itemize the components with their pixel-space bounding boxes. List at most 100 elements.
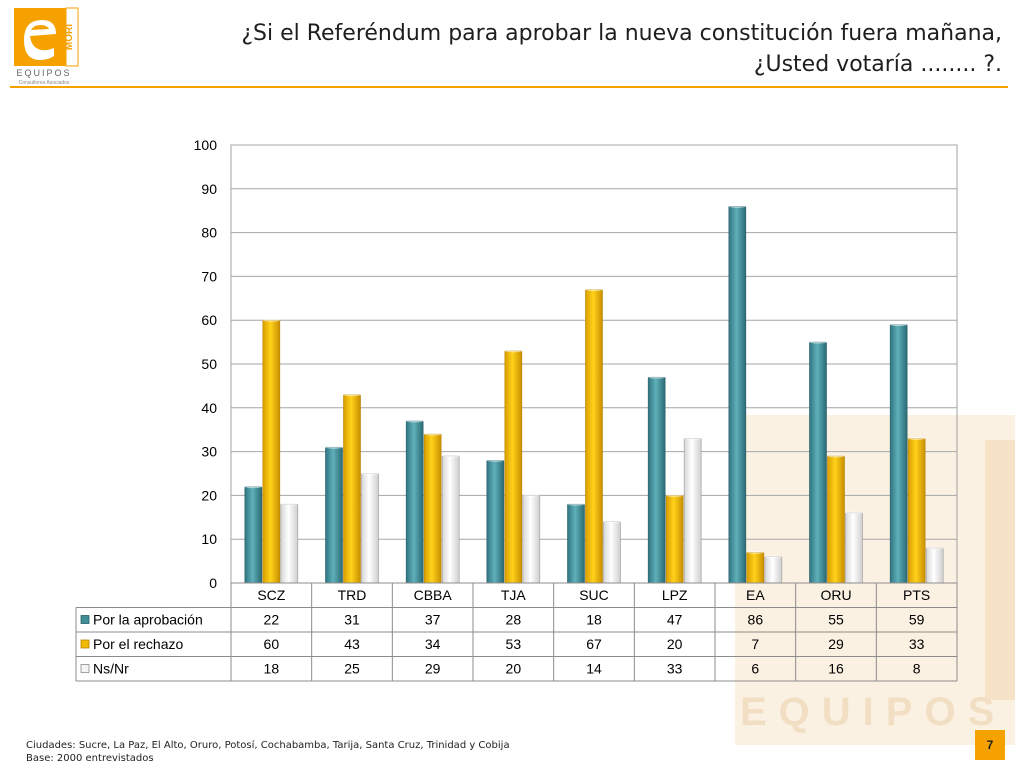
data-label-0-6: 86 xyxy=(748,612,764,628)
data-label-1-1: 43 xyxy=(344,636,360,652)
y-tick-label: 60 xyxy=(201,312,217,328)
y-tick-label: 70 xyxy=(201,268,217,284)
bar-top-CBBA-0 xyxy=(406,419,424,423)
bar-top-ORU-1 xyxy=(827,454,845,458)
page-number: 7 xyxy=(975,730,1005,760)
x-tick-label: CBBA xyxy=(414,587,453,603)
bar-top-CBBA-2 xyxy=(442,454,460,458)
bar-top-ORU-2 xyxy=(845,511,863,515)
data-label-2-2: 29 xyxy=(425,661,441,677)
data-label-1-6: 7 xyxy=(751,636,759,652)
bar-top-TJA-2 xyxy=(522,493,540,497)
data-label-2-1: 25 xyxy=(344,661,360,677)
data-label-0-7: 55 xyxy=(828,612,844,628)
bar-PTS-0 xyxy=(889,324,908,584)
bar-CBBA-2 xyxy=(441,455,460,584)
data-label-1-4: 67 xyxy=(586,636,602,652)
x-tick-label: PTS xyxy=(903,587,930,603)
bar-TJA-1 xyxy=(504,350,523,584)
bar-LPZ-0 xyxy=(647,376,666,584)
data-label-1-3: 53 xyxy=(506,636,522,652)
y-tick-label: 20 xyxy=(201,487,217,503)
data-label-2-3: 20 xyxy=(506,661,522,677)
x-tick-label: EA xyxy=(746,587,765,603)
bar-top-SUC-0 xyxy=(567,502,585,506)
bar-TJA-2 xyxy=(522,495,541,584)
bar-top-SCZ-1 xyxy=(262,318,280,322)
page-title: ¿Si el Referéndum para aprobar la nueva … xyxy=(102,18,1002,80)
data-label-1-5: 20 xyxy=(667,636,683,652)
data-label-1-7: 29 xyxy=(828,636,844,652)
bar-LPZ-1 xyxy=(665,495,684,584)
x-tick-label: ORU xyxy=(820,587,851,603)
bar-ORU-0 xyxy=(809,341,827,584)
legend-label-2: Ns/Nr xyxy=(93,661,129,677)
bar-EA-1 xyxy=(746,552,765,584)
bar-SCZ-0 xyxy=(244,486,263,584)
footnote-line-2: Base: 2000 entrevistados xyxy=(26,753,154,764)
x-tick-label: TJA xyxy=(501,587,527,603)
bar-TRD-2 xyxy=(361,473,379,584)
bar-SCZ-1 xyxy=(262,319,281,584)
legend-label-1: Por el rechazo xyxy=(93,636,183,652)
bar-top-PTS-0 xyxy=(890,323,908,327)
y-tick-label: 90 xyxy=(201,181,217,197)
y-tick-label: 10 xyxy=(201,531,217,547)
x-tick-label: TRD xyxy=(338,587,367,603)
title-line-2: ¿Usted votaría ........ ?. xyxy=(753,52,1002,77)
bar-SUC-2 xyxy=(603,521,621,584)
watermark-band xyxy=(985,440,1015,700)
data-label-0-2: 37 xyxy=(425,612,441,628)
bar-CBBA-1 xyxy=(423,433,442,584)
bar-top-SCZ-0 xyxy=(244,485,262,489)
data-label-0-4: 18 xyxy=(586,612,602,628)
bar-TRD-0 xyxy=(325,446,343,584)
y-tick-label: 100 xyxy=(194,137,218,153)
bar-top-LPZ-0 xyxy=(648,375,666,379)
bar-SCZ-2 xyxy=(280,503,299,584)
x-tick-label: SUC xyxy=(579,587,609,603)
bar-SUC-1 xyxy=(585,289,603,584)
bar-top-EA-1 xyxy=(746,550,764,554)
bar-EA-0 xyxy=(728,206,747,584)
data-label-0-3: 28 xyxy=(506,612,522,628)
bar-top-LPZ-1 xyxy=(666,493,684,497)
bar-TRD-1 xyxy=(343,394,361,584)
bar-top-TJA-0 xyxy=(486,458,504,462)
data-label-1-2: 34 xyxy=(425,636,441,652)
bar-top-PTS-2 xyxy=(926,546,944,550)
bar-top-PTS-1 xyxy=(908,436,926,440)
logo-equipos-text: EQUIPOS xyxy=(16,68,71,78)
data-label-2-7: 16 xyxy=(828,661,844,677)
bar-ORU-2 xyxy=(845,512,863,584)
bar-top-EA-0 xyxy=(728,204,746,208)
data-label-2-0: 18 xyxy=(264,661,280,677)
y-tick-label: 80 xyxy=(201,225,217,241)
y-tick-label: 40 xyxy=(201,400,217,416)
data-label-0-8: 59 xyxy=(909,612,925,628)
data-label-0-0: 22 xyxy=(264,612,280,628)
bar-top-LPZ-2 xyxy=(684,436,702,440)
x-tick-label: LPZ xyxy=(662,587,688,603)
data-label-0-5: 47 xyxy=(667,612,683,628)
bar-LPZ-2 xyxy=(683,438,702,584)
bar-SUC-0 xyxy=(567,503,585,584)
bars xyxy=(244,204,944,584)
bar-top-TJA-1 xyxy=(504,349,522,353)
title-line-1: ¿Si el Referéndum para aprobar la nueva … xyxy=(241,21,1002,46)
data-label-1-0: 60 xyxy=(264,636,280,652)
data-label-0-1: 31 xyxy=(344,612,360,628)
footnote: Ciudades: Sucre, La Paz, El Alto, Oruro,… xyxy=(26,739,510,765)
legend-swatch-2 xyxy=(80,664,90,673)
bar-PTS-2 xyxy=(925,547,944,584)
bar-ORU-1 xyxy=(827,455,845,584)
legend-label-0: Por la aprobación xyxy=(93,612,203,628)
company-logo: MORI EQUIPOS Consultores Asociados xyxy=(14,7,79,86)
bar-top-TRD-0 xyxy=(325,445,343,449)
data-table: SCZ TRD CBBA TJA SUC LPZ EA ORU PTS Por la aproba… xyxy=(75,582,958,682)
bar-top-SUC-1 xyxy=(585,288,603,292)
data-label-1-8: 33 xyxy=(909,636,925,652)
bar-top-SCZ-2 xyxy=(280,502,298,506)
legend-swatch-0 xyxy=(80,615,90,624)
